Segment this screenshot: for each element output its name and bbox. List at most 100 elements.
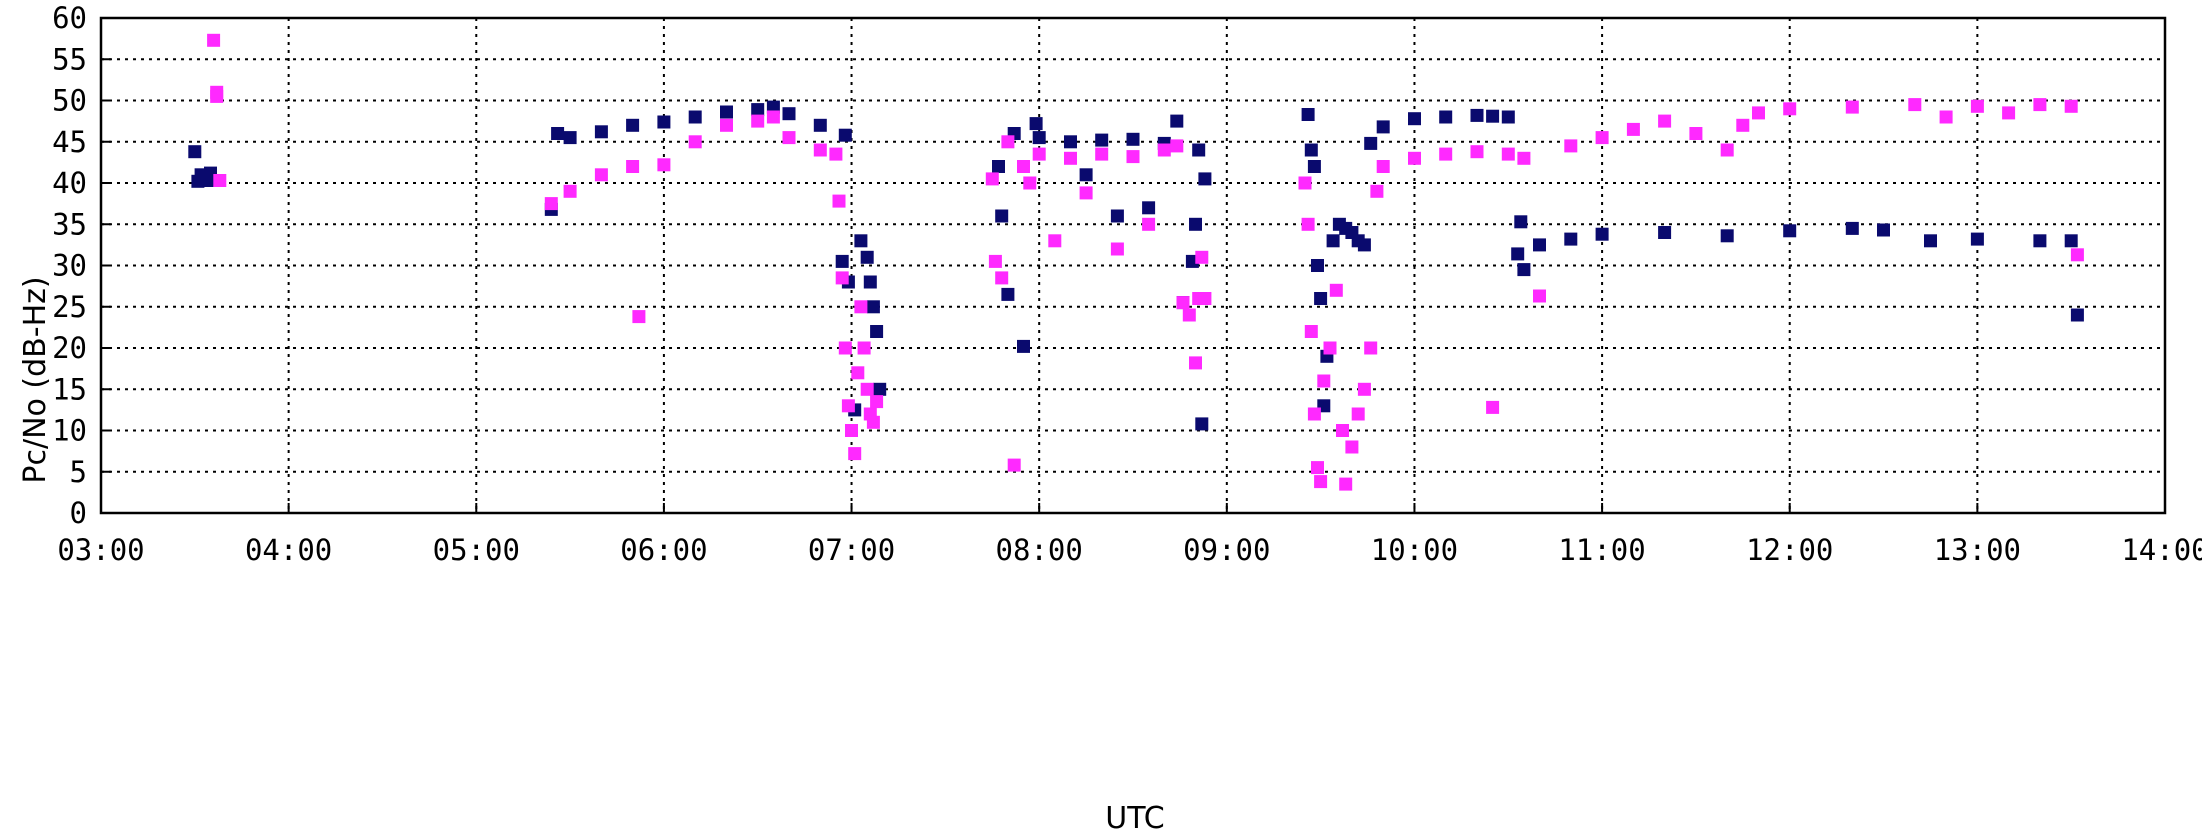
x-tick-label: 13:00	[1934, 533, 2021, 567]
data-point	[1470, 145, 1484, 159]
data-point	[1195, 250, 1209, 264]
data-point	[1357, 382, 1371, 396]
data-point	[688, 135, 702, 149]
data-point	[782, 107, 796, 121]
data-point	[835, 271, 849, 285]
data-point	[1752, 106, 1765, 120]
data-point	[1345, 440, 1359, 454]
x-tick-label: 07:00	[808, 533, 895, 567]
axes	[99, 16, 2167, 515]
data-point	[1408, 151, 1421, 165]
data-point	[1339, 477, 1353, 491]
data-point	[594, 168, 608, 182]
data-point	[1517, 151, 1531, 165]
data-point	[1301, 108, 1315, 121]
data-point	[1364, 136, 1378, 150]
data-point	[626, 160, 640, 173]
y-tick-label: 45	[52, 125, 87, 159]
data-point	[1007, 458, 1021, 472]
data-point	[1877, 223, 1890, 237]
data-point	[657, 158, 671, 172]
data-point	[995, 271, 1009, 285]
data-point	[1326, 234, 1340, 248]
data-point	[1908, 98, 1922, 112]
data-point	[1329, 283, 1343, 297]
data-point	[1142, 217, 1156, 231]
data-point	[860, 382, 874, 396]
data-point	[1079, 186, 1093, 200]
data-point	[1533, 289, 1546, 303]
grid-lines	[101, 18, 2165, 513]
data-point	[851, 366, 865, 380]
data-point	[1845, 100, 1859, 114]
data-point	[751, 114, 765, 128]
data-point	[1298, 176, 1312, 190]
data-point	[188, 145, 202, 159]
data-point	[688, 110, 702, 124]
data-point	[848, 447, 862, 461]
x-tick-label: 06:00	[620, 533, 707, 567]
data-point	[995, 209, 1009, 223]
data-point	[563, 184, 577, 198]
data-point	[1317, 374, 1331, 388]
data-point	[1533, 238, 1546, 252]
data-point	[1198, 292, 1212, 305]
data-point	[1720, 229, 1734, 243]
data-point	[1176, 296, 1190, 310]
y-tick-label: 60	[52, 1, 87, 35]
data-point	[632, 310, 646, 324]
data-point	[1323, 341, 1337, 355]
data-point	[751, 103, 765, 117]
y-tick-label: 40	[52, 166, 87, 200]
data-point	[1357, 238, 1371, 252]
data-point	[1189, 356, 1202, 370]
data-point	[1064, 135, 1077, 149]
data-point	[1939, 110, 1953, 124]
data-point	[1307, 160, 1321, 173]
data-point	[2033, 98, 2047, 112]
data-point	[1501, 147, 1515, 161]
data-point	[1845, 221, 1859, 235]
plot-frame	[99, 16, 2167, 515]
y-tick-label: 35	[52, 207, 87, 241]
data-point	[2070, 248, 2084, 262]
y-tick-label: 5	[70, 455, 87, 489]
y-tick-label: 0	[70, 496, 87, 530]
data-point	[1048, 234, 1062, 248]
data-point	[1001, 135, 1015, 149]
data-point	[992, 160, 1005, 173]
data-point	[544, 197, 558, 211]
data-point	[2064, 99, 2078, 113]
data-point	[1304, 325, 1318, 338]
data-point	[1157, 143, 1171, 157]
data-point	[1439, 147, 1453, 161]
data-point	[870, 325, 884, 338]
data-point	[1095, 147, 1109, 161]
data-point	[1376, 160, 1390, 173]
data-point	[1170, 139, 1184, 153]
series-2	[207, 33, 2084, 491]
data-point	[860, 250, 874, 264]
x-tick-label: 03:00	[57, 533, 144, 567]
data-point	[2033, 234, 2047, 248]
data-point	[857, 341, 871, 355]
data-point	[854, 300, 868, 314]
data-point	[813, 118, 827, 132]
data-point	[832, 194, 846, 208]
data-point	[1658, 226, 1672, 239]
data-point	[1720, 143, 1734, 157]
data-point	[626, 118, 640, 132]
data-point	[841, 399, 855, 413]
data-point	[1783, 102, 1797, 116]
data-point	[1470, 108, 1484, 122]
data-point	[873, 382, 887, 396]
data-point	[1142, 201, 1156, 215]
data-point	[1511, 247, 1525, 261]
data-point	[1195, 417, 1209, 431]
data-point	[1439, 110, 1453, 124]
data-point	[213, 174, 227, 187]
data-point	[1970, 99, 1984, 113]
data-point	[1626, 122, 1640, 136]
y-tick-label: 50	[52, 84, 87, 118]
